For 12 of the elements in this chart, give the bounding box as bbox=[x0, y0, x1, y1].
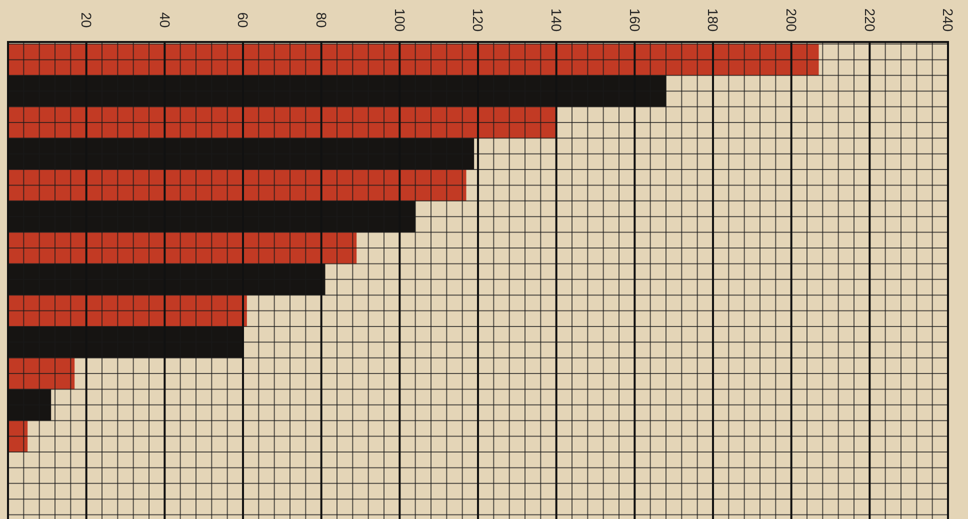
x-tick-label: 40 bbox=[156, 12, 173, 28]
x-tick-label: 120 bbox=[470, 8, 486, 32]
x-tick-label: 100 bbox=[392, 8, 408, 32]
x-tick-label: 220 bbox=[862, 8, 878, 32]
x-tick-label: 60 bbox=[235, 12, 252, 28]
x-tick-label: 140 bbox=[548, 8, 564, 32]
x-tick-label: 20 bbox=[78, 12, 94, 28]
x-tick-label: 240 bbox=[940, 8, 956, 32]
x-tick-label: 160 bbox=[626, 8, 643, 32]
x-tick-label: 200 bbox=[783, 8, 800, 32]
x-tick-label: 80 bbox=[313, 12, 330, 28]
x-tick-label: 180 bbox=[705, 8, 722, 32]
